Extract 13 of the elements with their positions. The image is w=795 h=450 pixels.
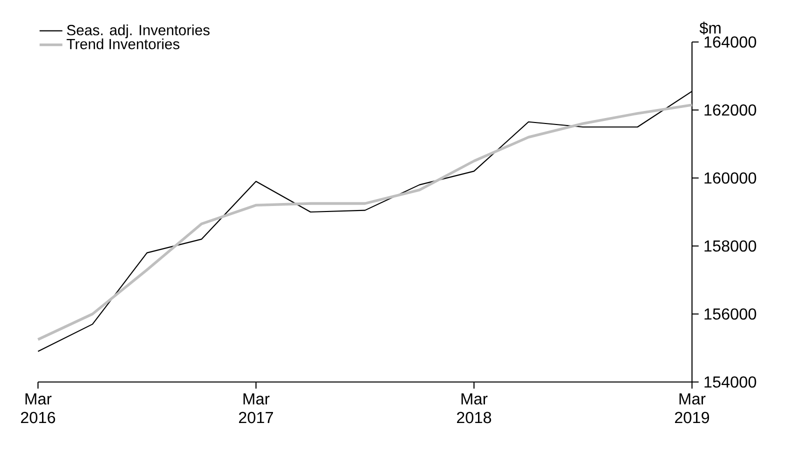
y-axis-title: $m bbox=[700, 22, 721, 35]
x-tick-label: Mar 2019 bbox=[675, 393, 710, 424]
y-tick-label: 160000 bbox=[704, 172, 756, 184]
y-tick-label: 162000 bbox=[704, 104, 756, 116]
x-tick-label: Mar 2016 bbox=[21, 393, 56, 424]
y-tick-label: 158000 bbox=[704, 240, 756, 252]
x-tick-label: Mar 2017 bbox=[239, 393, 273, 424]
legend-label: Seas. adj. Inventories bbox=[67, 24, 210, 38]
legend-label: Trend Inventories bbox=[66, 38, 180, 50]
y-tick-label: 164000 bbox=[704, 36, 756, 48]
x-tick-label: Mar 2018 bbox=[457, 393, 492, 424]
y-tick-label: 156000 bbox=[704, 308, 756, 320]
y-tick-label: 154000 bbox=[704, 376, 756, 388]
